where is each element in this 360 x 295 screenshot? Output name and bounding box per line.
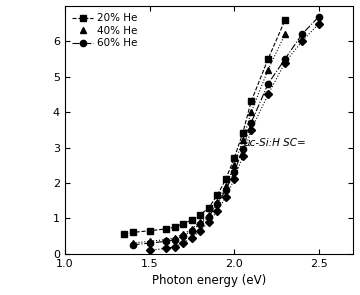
60% He (317, 15, 321, 18)
20% He (224, 178, 228, 181)
40% He (232, 163, 237, 167)
20% He (181, 222, 185, 225)
40% He (130, 241, 135, 245)
60% He (215, 202, 220, 206)
20% He (190, 218, 194, 222)
60% He (266, 82, 270, 86)
40% He (240, 139, 245, 142)
20% He (130, 231, 135, 234)
60% He (181, 234, 185, 238)
60% He (130, 243, 135, 247)
X-axis label: Photon energy (eV): Photon energy (eV) (152, 274, 266, 287)
60% He (249, 121, 253, 124)
20% He (207, 206, 211, 209)
60% He (198, 222, 202, 225)
40% He (224, 185, 228, 188)
20% He (232, 156, 237, 160)
40% He (190, 227, 194, 231)
20% He (266, 57, 270, 61)
20% He (198, 213, 202, 217)
60% He (173, 238, 177, 241)
60% He (190, 229, 194, 232)
40% He (147, 240, 152, 243)
20% He (283, 18, 287, 22)
60% He (164, 240, 168, 243)
60% He (240, 148, 245, 151)
20% He (147, 229, 152, 232)
Line: 40% He: 40% He (130, 31, 288, 246)
20% He (164, 227, 168, 231)
20% He (173, 225, 177, 229)
40% He (266, 68, 270, 71)
60% He (207, 215, 211, 218)
60% He (147, 241, 152, 245)
Line: 20% He: 20% He (121, 17, 288, 237)
40% He (164, 238, 168, 241)
20% He (122, 232, 126, 236)
20% He (249, 100, 253, 103)
60% He (283, 57, 287, 61)
40% He (181, 232, 185, 236)
40% He (215, 201, 220, 204)
60% He (300, 32, 304, 36)
40% He (198, 220, 202, 224)
60% He (232, 171, 237, 174)
20% He (215, 194, 220, 197)
20% He (240, 132, 245, 135)
40% He (207, 213, 211, 217)
40% He (283, 32, 287, 36)
40% He (249, 110, 253, 114)
60% He (224, 188, 228, 192)
40% He (173, 236, 177, 240)
Text: μc-Si:H SC=: μc-Si:H SC= (243, 138, 305, 148)
Legend: 20% He, 40% He, 60% He: 20% He, 40% He, 60% He (70, 11, 140, 50)
Line: 60% He: 60% He (130, 13, 322, 248)
